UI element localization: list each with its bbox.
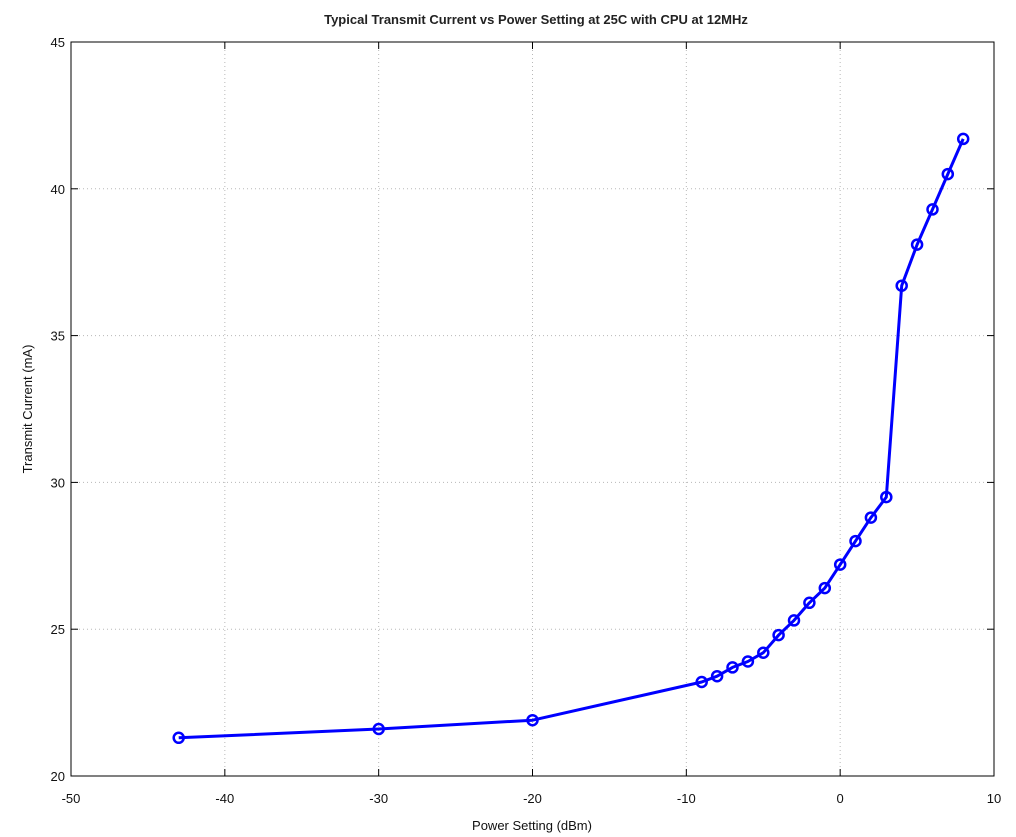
x-tick-label: -40 [215,791,234,806]
data-point [172,731,185,745]
data-point [803,596,816,610]
data-point [741,655,755,668]
x-tick-label: -20 [523,791,542,806]
y-axis-label: Transmit Current (mA) [20,345,35,474]
data-point [526,713,539,727]
data-point [864,511,878,524]
data-point [372,722,385,736]
y-tick-label: 45 [51,35,65,50]
data-point [895,279,908,292]
x-tick-label: 10 [987,791,1001,806]
x-axis-label: Power Setting (dBm) [472,818,592,833]
y-tick-label: 25 [51,622,65,637]
data-point [910,238,924,251]
x-tick-label: 0 [837,791,844,806]
y-tick-label: 35 [51,329,65,344]
chart-title: Typical Transmit Current vs Power Settin… [324,12,748,27]
data-point [787,614,801,627]
data-point [818,581,832,595]
data-point [941,167,955,181]
x-tick-label: -30 [369,791,388,806]
data-point [772,628,785,642]
x-tick-label: -10 [677,791,696,806]
data-point [726,661,739,674]
data-point [833,558,847,571]
axis-tick-labels: -50 -40 -30 -20 -10 0 10 20 25 30 35 40 45 [51,35,1002,806]
data-point [956,132,970,146]
x-tick-label: -50 [62,791,81,806]
y-tick-label: 20 [51,769,65,784]
y-tick-label: 40 [51,182,65,197]
data-point [926,203,939,216]
data-point [710,669,724,683]
y-tick-label: 30 [51,475,65,490]
data-point [880,490,893,504]
plot-border [70,41,995,777]
data-series [172,132,970,745]
plot-area [71,42,994,776]
data-point [757,646,770,659]
data-point [695,675,708,689]
data-point [849,534,862,548]
